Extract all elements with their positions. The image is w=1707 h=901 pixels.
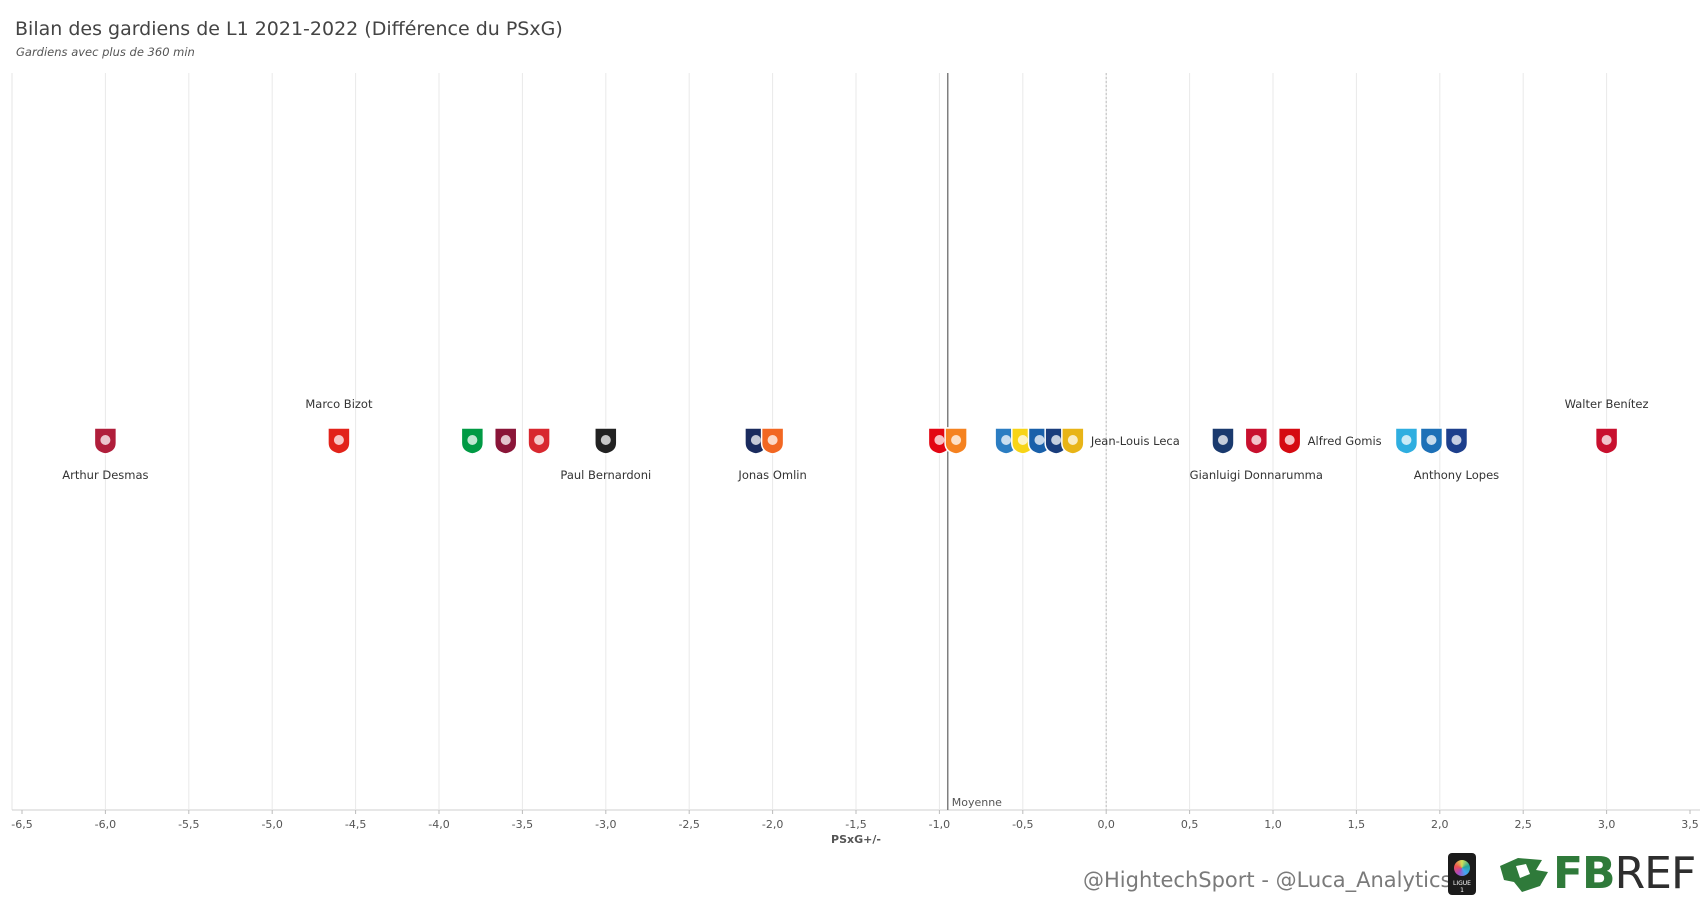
goalkeeper-label: Paul Bernardoni [560, 468, 651, 482]
monaco-crest-icon-emblem [934, 435, 945, 445]
ligue1-swirl-icon [1454, 860, 1470, 876]
goalkeeper-label: Gianluigi Donnarumma [1190, 468, 1323, 482]
x-tick-label: -3,0 [595, 818, 616, 831]
metz-crest-icon-emblem [500, 435, 511, 445]
fbref-emblem-icon [1500, 858, 1548, 892]
x-tick-label: -0,5 [1012, 818, 1033, 831]
x-tick-label: -3,5 [512, 818, 533, 831]
mean-reference-label: Moyenne [952, 796, 1002, 809]
x-tick-label: -6,0 [95, 818, 116, 831]
goalkeeper-label: Marco Bizot [305, 397, 373, 411]
strasbourg-crest-icon-emblem [1034, 435, 1045, 445]
x-tick-label: -2,5 [678, 818, 699, 831]
chart-subtitle: Gardiens avec plus de 360 min [16, 45, 195, 59]
x-axis-label: PSxG+/- [831, 833, 881, 846]
x-tick-label: -1,5 [845, 818, 866, 831]
goalkeeper-label: Alfred Gomis [1308, 434, 1382, 448]
x-tick-label: -4,5 [345, 818, 366, 831]
x-tick-label: 3,0 [1598, 818, 1616, 831]
lorient-crest-icon-emblem [951, 435, 962, 445]
marseille-crest-icon-emblem [1401, 435, 1412, 445]
ligue1-logo-text: LIGUE 1 [1453, 880, 1471, 894]
clermont-crest-icon-emblem [100, 435, 111, 445]
x-tick-label: 2,5 [1514, 818, 1532, 831]
lille-crest-icon-emblem [1251, 435, 1262, 445]
goalkeeper-label: Walter Benítez [1565, 397, 1649, 411]
x-tick-label: -2,0 [762, 818, 783, 831]
saint-etienne-crest-icon-emblem [467, 435, 478, 445]
footer-credit: @HightechSport - @Luca_Analytics [1083, 868, 1452, 892]
psg-crest-icon-emblem [1217, 435, 1228, 445]
goalkeeper-label: Jean-Louis Leca [1090, 434, 1180, 448]
lyon-crest-icon-emblem [1451, 435, 1462, 445]
goalkeeper-label: Arthur Desmas [62, 468, 148, 482]
goalkeeper-label: Anthony Lopes [1414, 468, 1499, 482]
x-tick-label: -6,5 [11, 818, 32, 831]
x-tick-label: -4,0 [428, 818, 449, 831]
montpellier-crest-icon-emblem [767, 435, 778, 445]
x-tick-label: -5,0 [261, 818, 282, 831]
montpellier-crest-icon-emblem [1051, 435, 1062, 445]
x-tick-label: 1,0 [1264, 818, 1282, 831]
rennes-crest-icon-emblem [1284, 435, 1295, 445]
fbref-logo: FBREF [1496, 848, 1696, 899]
x-tick-label: 0,0 [1097, 818, 1115, 831]
reims-crest-icon-emblem [534, 435, 545, 445]
fbref-wordmark: FBREF [1553, 848, 1697, 899]
troyes-crest-icon-emblem [1001, 435, 1012, 445]
lens-crest-icon-emblem [1067, 435, 1078, 445]
x-tick-label: -1,0 [929, 818, 950, 831]
fbref-wordmark-fb: FB [1553, 848, 1616, 899]
bordeaux-crest-icon-emblem [750, 435, 761, 445]
angers-crest-icon-emblem [600, 435, 611, 445]
x-tick-label: 0,5 [1181, 818, 1199, 831]
chart-title: Bilan des gardiens de L1 2021-2022 (Diff… [15, 18, 563, 40]
x-tick-label: 2,0 [1431, 818, 1449, 831]
x-tick-label: 1,5 [1348, 818, 1366, 831]
brest-crest-icon-emblem [333, 435, 344, 445]
goalkeeper-label: Jonas Omlin [737, 468, 806, 482]
x-tick-label: 3,5 [1681, 818, 1699, 831]
nice-crest-icon-emblem [1601, 435, 1612, 445]
fbref-wordmark-ref: REF [1614, 848, 1697, 899]
nantes-crest-icon-emblem [1017, 435, 1028, 445]
x-tick-label: -5,5 [178, 818, 199, 831]
strasbourg-crest-icon-emblem [1426, 435, 1437, 445]
ligue1-logo: LIGUE 1 [1448, 853, 1476, 895]
